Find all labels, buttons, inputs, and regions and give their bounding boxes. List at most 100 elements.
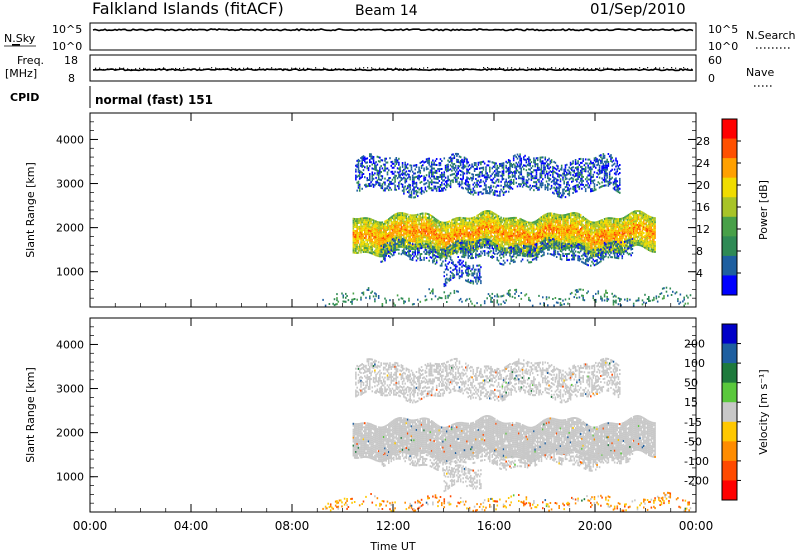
heatmap-cell bbox=[621, 227, 624, 230]
heatmap-cell bbox=[372, 233, 375, 236]
heatmap-cell bbox=[496, 216, 499, 219]
heatmap-cell bbox=[624, 220, 626, 223]
heatmap-cell bbox=[409, 234, 411, 236]
heatmap-cell bbox=[567, 245, 569, 248]
heatmap-cell bbox=[533, 227, 535, 230]
heatmap-cell bbox=[429, 218, 432, 221]
heatmap-cell bbox=[439, 258, 442, 261]
heatmap-cell bbox=[467, 243, 470, 246]
heatmap-cell bbox=[438, 246, 441, 249]
heatmap-cell bbox=[470, 217, 472, 220]
heatmap-cell bbox=[612, 237, 615, 240]
heatmap-cell bbox=[379, 237, 381, 240]
nave-point bbox=[215, 67, 217, 69]
heatmap-cell bbox=[435, 228, 438, 231]
heatmap-cell bbox=[622, 232, 625, 235]
heatmap-cell bbox=[528, 231, 530, 234]
heatmap-cell bbox=[528, 247, 530, 250]
heatmap-cell bbox=[380, 248, 382, 251]
heatmap-cell bbox=[549, 234, 552, 237]
heatmap-cell bbox=[428, 235, 430, 238]
heatmap-cell bbox=[548, 248, 550, 251]
heatmap-cell bbox=[364, 219, 366, 222]
heatmap-cell bbox=[447, 230, 449, 233]
heatmap-cell bbox=[448, 251, 451, 254]
heatmap-cell bbox=[540, 251, 543, 254]
nave-label: Nave bbox=[746, 66, 774, 79]
heatmap-cell bbox=[398, 240, 400, 243]
heatmap-cell bbox=[487, 233, 490, 236]
heatmap-cell bbox=[398, 226, 400, 229]
heatmap-cell bbox=[379, 255, 381, 258]
heatmap-cell bbox=[626, 247, 629, 250]
heatmap-cell bbox=[573, 212, 576, 214]
heatmap-cell bbox=[607, 231, 610, 234]
heatmap-cell bbox=[430, 244, 433, 247]
heatmap-cell bbox=[646, 224, 649, 227]
heatmap-cell bbox=[463, 254, 466, 257]
nave-point bbox=[235, 68, 237, 70]
heatmap-cell bbox=[627, 233, 630, 236]
heatmap-cell bbox=[423, 256, 425, 259]
heatmap-cell bbox=[473, 238, 476, 241]
heatmap-cell bbox=[569, 232, 572, 235]
heatmap-cell bbox=[492, 216, 495, 218]
heatmap-cell bbox=[374, 253, 376, 256]
heatmap-cell bbox=[415, 231, 418, 234]
heatmap-cell bbox=[536, 255, 539, 258]
heatmap-cell bbox=[439, 264, 442, 267]
heatmap-cell bbox=[569, 226, 572, 229]
heatmap-cell bbox=[571, 222, 573, 225]
heatmap-cell bbox=[470, 249, 472, 252]
heatmap-cell bbox=[596, 262, 598, 265]
heatmap-cell bbox=[381, 247, 384, 250]
heatmap-cell bbox=[524, 242, 526, 245]
heatmap-cell bbox=[543, 247, 545, 250]
heatmap-cell bbox=[382, 227, 385, 229]
heatmap-cell bbox=[552, 244, 554, 247]
heatmap-cell bbox=[475, 252, 477, 255]
heatmap-cell bbox=[395, 213, 398, 215]
heatmap-cell bbox=[635, 228, 637, 230]
heatmap-cell bbox=[457, 238, 459, 241]
heatmap-cell bbox=[480, 212, 482, 215]
heatmap-cell bbox=[468, 237, 471, 240]
heatmap-cell bbox=[534, 247, 536, 250]
heatmap-cell bbox=[622, 248, 625, 251]
heatmap-cell bbox=[404, 216, 406, 219]
heatmap-cell bbox=[384, 251, 386, 254]
heatmap-cell bbox=[499, 239, 501, 242]
heatmap-cell bbox=[601, 232, 603, 235]
heatmap-cell bbox=[644, 238, 646, 241]
heatmap-cell bbox=[543, 232, 545, 235]
nave-point bbox=[471, 68, 473, 70]
heatmap-cell bbox=[554, 217, 557, 220]
heatmap-cell bbox=[414, 220, 417, 223]
nave-point bbox=[587, 68, 589, 70]
heatmap-cell bbox=[606, 243, 608, 246]
heatmap-cell bbox=[531, 243, 534, 246]
heatmap-cell bbox=[519, 243, 521, 246]
heatmap-cell bbox=[597, 262, 600, 265]
nave-point bbox=[559, 67, 561, 70]
heatmap-cell bbox=[380, 221, 382, 224]
heatmap-cell bbox=[601, 246, 603, 249]
heatmap-cell bbox=[615, 240, 617, 243]
heatmap-cell bbox=[569, 220, 572, 223]
heatmap-cell bbox=[536, 235, 539, 237]
heatmap-cell bbox=[603, 233, 606, 236]
heatmap-cell bbox=[536, 239, 539, 241]
heatmap-cell bbox=[417, 239, 419, 242]
heatmap-cell bbox=[538, 236, 540, 238]
heatmap-cell bbox=[414, 230, 417, 233]
nave-point bbox=[611, 68, 613, 70]
heatmap-cell bbox=[509, 262, 511, 265]
heatmap-cell bbox=[562, 242, 564, 245]
heatmap-cell bbox=[622, 244, 625, 247]
heatmap-cell bbox=[519, 239, 521, 242]
heatmap-cell bbox=[590, 222, 592, 225]
heatmap-cell bbox=[573, 222, 576, 224]
heatmap-cell bbox=[550, 222, 553, 225]
heatmap-cell bbox=[578, 219, 581, 222]
heatmap-cell bbox=[597, 238, 600, 241]
